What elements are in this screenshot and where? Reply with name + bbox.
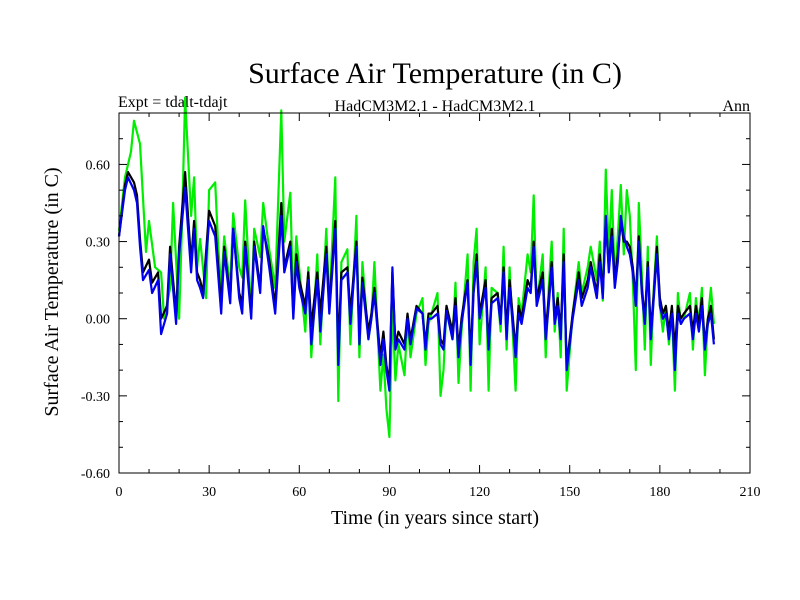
period-label: Ann xyxy=(722,98,750,115)
y-tick-label: -0.60 xyxy=(81,467,110,482)
y-tick-label: 0.60 xyxy=(86,158,111,173)
x-tick-label: 90 xyxy=(382,485,396,500)
x-tick-label: 120 xyxy=(469,485,490,500)
series-line-blue xyxy=(117,176,715,392)
y-tick-label: 0.00 xyxy=(86,313,111,328)
x-tick-label: 150 xyxy=(559,485,580,500)
plot-frame xyxy=(118,112,751,474)
x-tick-label: 60 xyxy=(292,485,306,500)
x-tick-label: 210 xyxy=(740,485,761,500)
series-line-green xyxy=(117,96,715,439)
y-tick-label: 0.30 xyxy=(86,236,111,251)
experiment-label: Expt = tdalt-tdajt xyxy=(118,94,228,111)
x-tick-label: 0 xyxy=(116,485,123,500)
x-tick-label: 180 xyxy=(649,485,670,500)
y-tick-label: -0.30 xyxy=(81,390,110,405)
x-tick-label: 30 xyxy=(202,485,216,500)
chart-title: Surface Air Temperature (in C) xyxy=(248,57,622,90)
y-axis-label: Surface Air Temperature (in C) xyxy=(41,167,63,416)
model-label: HadCM3M2.1 - HadCM3M2.1 xyxy=(335,98,536,115)
plot-area: 0 30 60 90 120 150 180 210 -0.60 -0.30 0.00 0.30 0.6… xyxy=(81,96,761,500)
x-axis-label: Time (in years since start) xyxy=(331,507,539,529)
